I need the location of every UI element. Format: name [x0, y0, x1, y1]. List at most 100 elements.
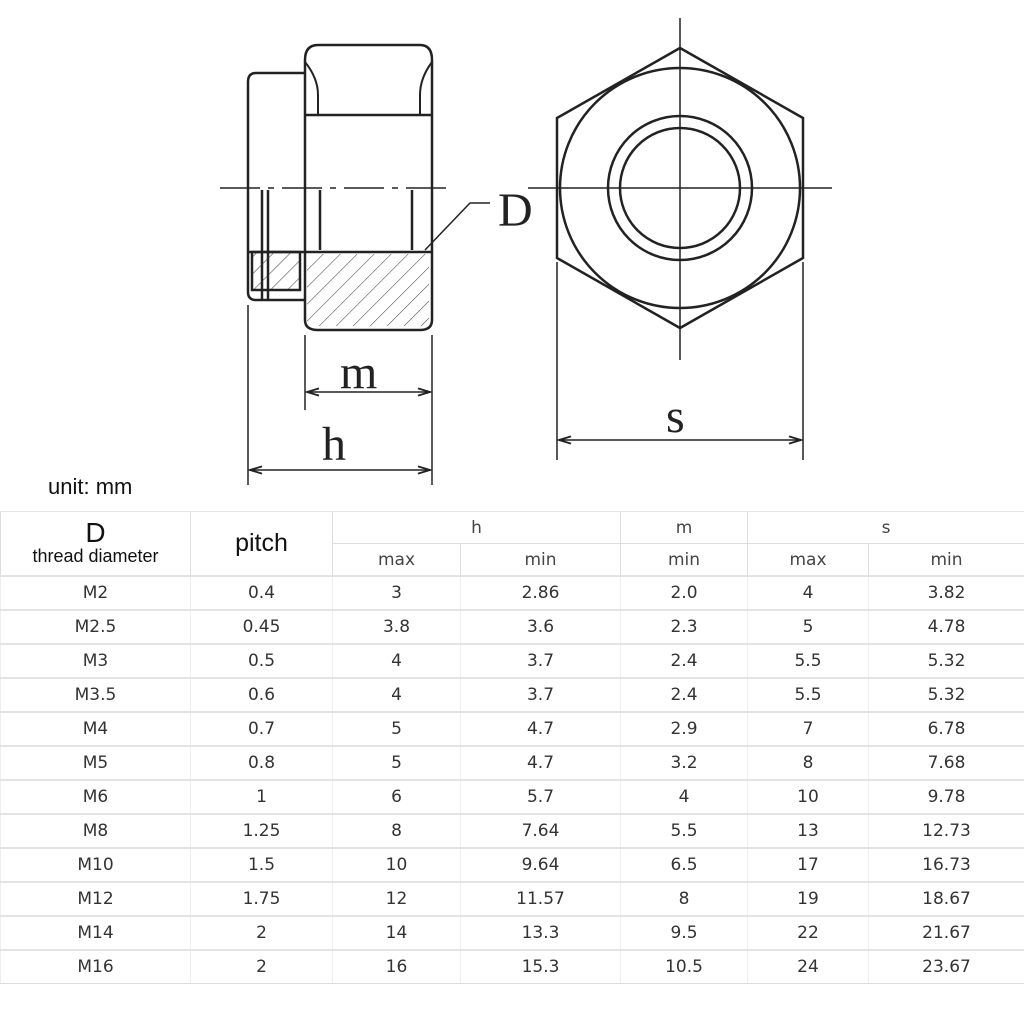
- label-m: m: [340, 346, 377, 399]
- header-D-label: D: [85, 517, 106, 548]
- cell-pitch: 0.45: [190, 609, 333, 645]
- cell-m-min: 2.9: [620, 711, 748, 747]
- cell-D: M2.5: [0, 609, 191, 645]
- header-s: s: [746, 511, 1024, 544]
- header-s-min: min: [867, 543, 1024, 577]
- cell-D: M6: [0, 779, 191, 815]
- cell-D: M12: [0, 881, 191, 917]
- cell-h-max: 16: [332, 949, 461, 984]
- cell-h-min: 15.3: [460, 949, 621, 984]
- cell-h-min: 13.3: [460, 915, 621, 951]
- label-h: h: [322, 418, 346, 471]
- cell-m-min: 2.0: [620, 575, 748, 611]
- header-h-max: max: [332, 543, 461, 577]
- cell-h-min: 4.7: [460, 711, 621, 747]
- cell-s-min: 12.73: [867, 813, 1024, 849]
- header-D-sub: thread diameter: [32, 546, 159, 566]
- cell-h-max: 4: [332, 643, 461, 679]
- cell-m-min: 2.3: [620, 609, 748, 645]
- cell-pitch: 0.8: [190, 745, 333, 781]
- cell-s-min: 9.78: [867, 779, 1024, 815]
- cell-s-min: 3.82: [867, 575, 1024, 611]
- header-D: D thread diameter: [0, 511, 191, 577]
- cell-h-min: 5.7: [460, 779, 621, 815]
- unit-label: unit: mm: [48, 474, 133, 499]
- cell-m-min: 10.5: [620, 949, 748, 984]
- cell-pitch: 1.25: [190, 813, 333, 849]
- table-row: M4 0.7 5 4.7 2.9 7 6.78: [0, 711, 1024, 747]
- label-D: D: [498, 184, 533, 237]
- table-row: M2 0.4 3 2.86 2.0 4 3.82: [0, 575, 1024, 611]
- cell-D: M3.5: [0, 677, 191, 713]
- cell-s-min: 6.78: [867, 711, 1024, 747]
- cell-D: M2: [0, 575, 191, 611]
- cell-h-max: 3: [332, 575, 461, 611]
- cell-s-max: 5.5: [747, 677, 869, 713]
- cell-h-min: 4.7: [460, 745, 621, 781]
- cell-pitch: 0.7: [190, 711, 333, 747]
- cell-D: M14: [0, 915, 191, 951]
- cell-D: M3: [0, 643, 191, 679]
- cell-s-min: 16.73: [867, 847, 1024, 883]
- cell-h-min: 3.7: [460, 643, 621, 679]
- table-row: M3 0.5 4 3.7 2.4 5.5 5.32: [0, 643, 1024, 679]
- cell-s-max: 7: [747, 711, 869, 747]
- table-row: M6 1 6 5.7 4 10 9.78: [0, 779, 1024, 815]
- cell-s-max: 5.5: [747, 643, 869, 679]
- cell-m-min: 5.5: [620, 813, 748, 849]
- cell-s-min: 21.67: [867, 915, 1024, 951]
- cell-s-min: 7.68: [867, 745, 1024, 781]
- cell-D: M5: [0, 745, 191, 781]
- cell-s-max: 4: [747, 575, 869, 611]
- top-view: [528, 18, 832, 460]
- cell-h-max: 4: [332, 677, 461, 713]
- cell-pitch: 0.5: [190, 643, 333, 679]
- cell-s-max: 19: [747, 881, 869, 917]
- header-m-min: min: [620, 543, 748, 577]
- cell-D: M16: [0, 949, 191, 984]
- table-row: M12 1.75 12 11.57 8 19 18.67: [0, 881, 1024, 917]
- cell-D: M4: [0, 711, 191, 747]
- cell-s-max: 10: [747, 779, 869, 815]
- cell-D: M8: [0, 813, 191, 849]
- cell-h-min: 9.64: [460, 847, 621, 883]
- cell-h-max: 5: [332, 745, 461, 781]
- cell-pitch: 2: [190, 915, 333, 951]
- cell-h-max: 12: [332, 881, 461, 917]
- cell-m-min: 3.2: [620, 745, 748, 781]
- cell-pitch: 1.5: [190, 847, 333, 883]
- cell-s-max: 22: [747, 915, 869, 951]
- cell-s-max: 5: [747, 609, 869, 645]
- cell-s-max: 24: [747, 949, 869, 984]
- cell-s-min: 18.67: [867, 881, 1024, 917]
- header-m: m: [620, 511, 748, 544]
- cell-s-min: 4.78: [867, 609, 1024, 645]
- cell-h-max: 3.8: [332, 609, 461, 645]
- cell-h-min: 2.86: [460, 575, 621, 611]
- cell-s-min: 5.32: [867, 677, 1024, 713]
- cell-m-min: 6.5: [620, 847, 748, 883]
- label-s: s: [666, 390, 685, 443]
- cell-h-min: 3.6: [460, 609, 621, 645]
- cell-h-max: 14: [332, 915, 461, 951]
- table-row: M8 1.25 8 7.64 5.5 13 12.73: [0, 813, 1024, 849]
- cell-s-min: 23.67: [867, 949, 1024, 984]
- cell-h-max: 10: [332, 847, 461, 883]
- cell-h-min: 7.64: [460, 813, 621, 849]
- cell-pitch: 1: [190, 779, 333, 815]
- cell-pitch: 0.4: [190, 575, 333, 611]
- header-h-min: min: [460, 543, 621, 577]
- table-row: M2.5 0.45 3.8 3.6 2.3 5 4.78: [0, 609, 1024, 645]
- cell-m-min: 4: [620, 779, 748, 815]
- cell-h-min: 3.7: [460, 677, 621, 713]
- nylon-lock-nut-drawing: D m h s: [220, 18, 832, 485]
- cell-pitch: 2: [190, 949, 333, 984]
- table-row: M5 0.8 5 4.7 3.2 8 7.68: [0, 745, 1024, 781]
- cell-m-min: 2.4: [620, 677, 748, 713]
- side-view: [220, 43, 490, 332]
- cell-pitch: 1.75: [190, 881, 333, 917]
- cell-m-min: 9.5: [620, 915, 748, 951]
- header-h: h: [332, 511, 621, 544]
- cell-m-min: 2.4: [620, 643, 748, 679]
- cell-pitch: 0.6: [190, 677, 333, 713]
